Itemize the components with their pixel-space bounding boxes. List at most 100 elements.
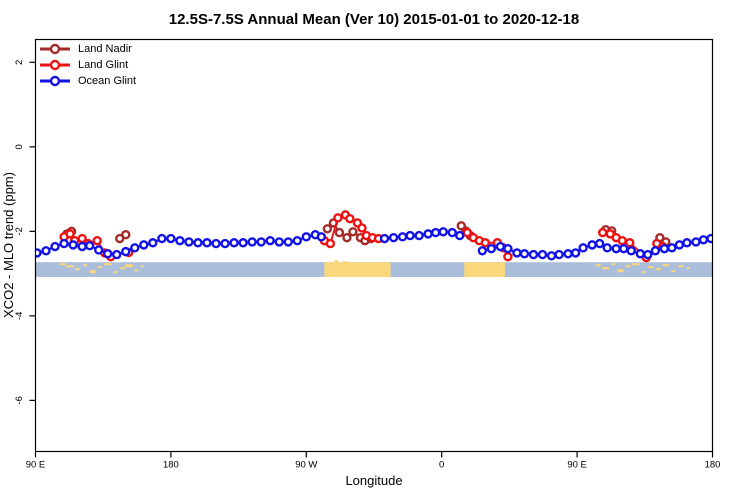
data-point [503,251,513,262]
data-point [348,227,358,237]
ocean-glint-series [35,227,713,261]
data-point [388,232,399,243]
data-point [84,241,95,251]
x-tick-label: 180 [163,460,179,471]
strip-island-speck [602,267,610,270]
strip-island-speck [134,269,139,272]
strip-island-speck [120,267,126,270]
data-point [625,238,635,248]
x-tick-label: 90 E [567,460,587,471]
data-point [405,230,415,241]
legend-label-ocean-glint: Ocean Glint [78,75,136,87]
strip-island-speck [334,260,339,263]
data-point [503,243,513,254]
data-point [41,246,51,256]
land-glint-legend-marker-icon [49,59,61,71]
plot-area-border [34,38,714,453]
data-point [706,233,713,244]
data-point [691,237,701,247]
data-point [103,249,113,259]
x-tick-label: 90 W [295,460,317,471]
data-point [619,243,629,254]
strip-island-speck [686,267,690,270]
data-point [202,238,212,248]
y-tick-label: 2 [14,60,25,65]
data-point [438,227,448,237]
data-point [643,249,653,260]
data-point [674,240,685,250]
data-point [512,248,522,258]
y-tick-label: -6 [14,396,25,404]
data-point [650,246,661,256]
strip-island-speck [89,270,96,274]
y-tick-label: -2 [14,227,25,235]
chart-title: 12.5S-7.5S Annual Mean (Ver 10) 2015-01-… [169,11,580,28]
data-point [594,238,605,249]
strip-island-speck [342,261,348,264]
strip-island-speck [98,266,103,269]
land-nadir-legend-marker-icon [49,43,61,55]
data-point [121,230,131,240]
data-point [635,249,645,259]
data-point [247,237,257,247]
strip-island-speck [595,264,601,267]
data-point [667,243,677,253]
data-point [578,243,588,253]
data-point [342,232,352,243]
data-point [430,227,441,238]
data-point [112,249,122,260]
y-tick-label: -4 [14,312,25,320]
strip-island-speck [641,271,646,274]
data-point [397,232,408,242]
strip-land-segment [464,262,505,277]
strip-island-speck [678,265,684,268]
strip-island-speck [617,269,624,273]
data-point [274,237,284,247]
strip-island-speck [104,263,112,266]
x-tick-label: 180 [705,460,721,471]
strip-island-speck [83,264,88,267]
data-point [546,251,557,261]
strip-land-segment [324,262,391,277]
data-point [92,235,102,246]
data-point [528,249,539,260]
data-point [486,243,497,254]
data-point [68,240,78,250]
data-point [265,235,275,246]
data-point [570,248,581,258]
data-point [611,243,621,254]
data-point [325,238,336,249]
legend-label-land-glint: Land Glint [78,59,128,71]
data-point [379,233,390,244]
strip-island-speck [625,265,631,268]
data-point [322,224,333,234]
data-point [602,243,612,253]
strip-island-speck [113,271,118,274]
data-point [301,232,311,242]
data-point [220,238,230,249]
x-axis-title: Longitude [345,473,402,488]
data-point [139,240,149,250]
data-point [495,241,506,252]
latitude-strip-map [35,260,713,277]
data-point [462,227,472,238]
ocean-glint-legend-marker-icon [49,75,61,87]
strip-island-speck [59,263,66,266]
data-point [333,213,343,223]
data-point [455,230,465,241]
data-point [50,241,60,252]
data-point [59,238,69,249]
strip-island-speck [655,268,661,271]
data-point [587,240,597,250]
strip-island-speck [124,264,133,268]
data-point [229,238,239,248]
data-point [166,233,176,244]
data-point [157,233,167,244]
x-tick-label: 90 E [26,460,46,471]
data-point [447,227,457,238]
data-point [682,238,692,248]
data-series-layer [35,210,713,263]
data-point [93,245,104,255]
legend-item-land-glint: Land Glint [40,59,128,71]
